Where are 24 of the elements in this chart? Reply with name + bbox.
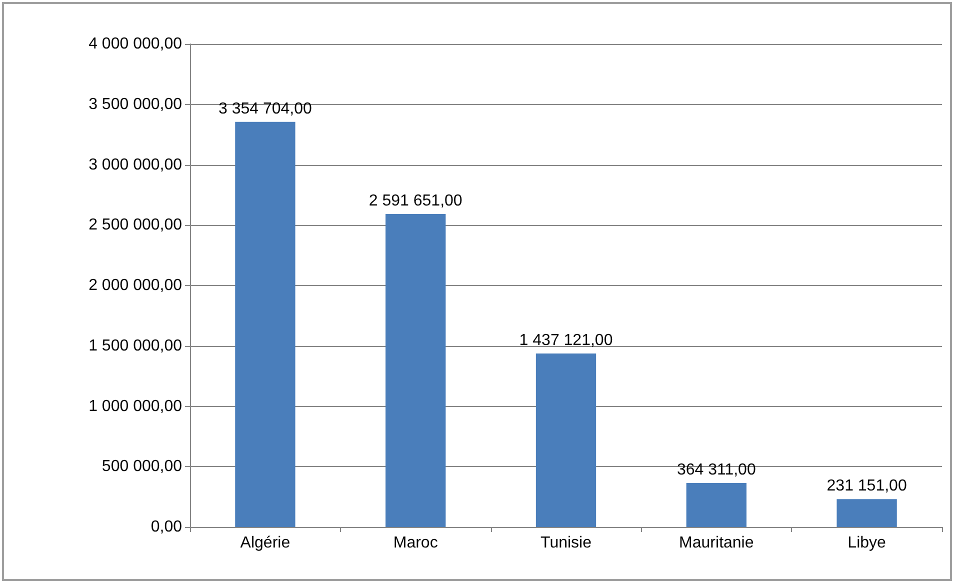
data-label: 1 437 121,00: [519, 332, 613, 349]
x-tick-label: Mauritanie: [679, 534, 754, 552]
y-tick-label: 3 000 000,00: [88, 156, 182, 174]
y-tick-label: 500 000,00: [102, 458, 182, 476]
bar: [235, 122, 296, 527]
bar: [386, 214, 446, 527]
y-tick-label: 2 000 000,00: [88, 277, 182, 294]
y-tick-label: 1 000 000,00: [88, 398, 182, 415]
data-label: 3 354 704,00: [218, 100, 312, 118]
data-label: 2 591 651,00: [368, 192, 462, 210]
bar: [836, 499, 897, 527]
y-tick-label: 3 500 000,00: [88, 96, 182, 113]
x-tick-label: Libye: [848, 534, 886, 552]
data-label: 231 151,00: [826, 478, 907, 495]
bar: [536, 353, 596, 527]
x-tick-label: Maroc: [393, 534, 438, 552]
data-label: 364 311,00: [676, 462, 756, 479]
x-tick-label: Tunisie: [540, 534, 592, 552]
bar: [686, 483, 746, 527]
y-tick-label: 2 500 000,00: [88, 216, 182, 234]
y-tick-label: 0,00: [150, 518, 182, 536]
y-tick-label: 4 000 000,00: [88, 36, 182, 52]
y-tick-label: 1 500 000,00: [88, 337, 182, 354]
x-tick-label: Algérie: [240, 534, 290, 552]
